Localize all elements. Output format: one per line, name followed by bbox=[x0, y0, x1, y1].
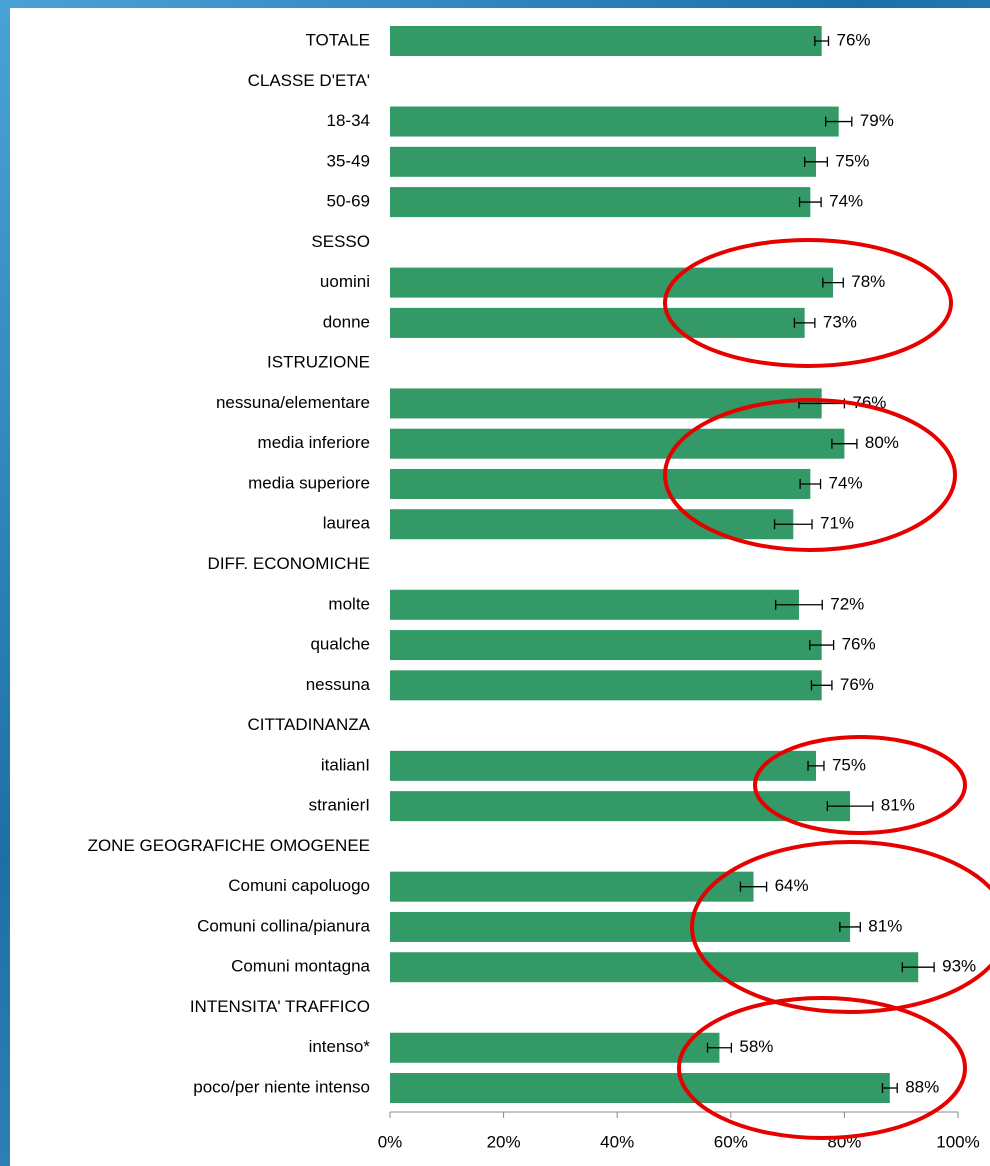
error-bar bbox=[831, 438, 858, 449]
error-bar bbox=[826, 801, 874, 812]
bar bbox=[390, 750, 816, 781]
value-label: 81% bbox=[881, 796, 915, 815]
bar bbox=[390, 146, 816, 177]
category-label: Comuni collina/pianura bbox=[197, 916, 370, 935]
category-label: uomini bbox=[320, 272, 370, 291]
highlight-ellipse bbox=[690, 840, 990, 1014]
category-label: 18-34 bbox=[327, 111, 370, 130]
error-bar bbox=[775, 599, 823, 610]
value-label: 75% bbox=[832, 755, 866, 774]
category-label: qualche bbox=[310, 635, 370, 654]
value-label: 64% bbox=[775, 876, 809, 895]
category-label: poco/per niente intenso bbox=[193, 1078, 370, 1097]
category-label: laurea bbox=[323, 514, 371, 533]
bar bbox=[390, 670, 822, 701]
category-label: ZONE GEOGRAFICHE OMOGENEE bbox=[88, 836, 370, 855]
category-label: 50-69 bbox=[327, 192, 370, 211]
bar bbox=[390, 428, 845, 459]
value-label: 78% bbox=[851, 272, 885, 291]
category-label: Comuni capoluogo bbox=[228, 876, 370, 895]
x-tick-label: 60% bbox=[714, 1132, 748, 1151]
category-label: SESSO bbox=[311, 232, 370, 251]
error-bar bbox=[881, 1083, 898, 1094]
category-label: media superiore bbox=[248, 473, 370, 492]
error-bar bbox=[810, 680, 833, 691]
value-label: 74% bbox=[829, 473, 863, 492]
category-label: CLASSE D'ETA' bbox=[248, 71, 370, 90]
bar bbox=[390, 468, 811, 499]
error-bar bbox=[799, 478, 822, 489]
value-label: 58% bbox=[739, 1037, 773, 1056]
bar bbox=[390, 26, 822, 56]
category-label: donne bbox=[323, 312, 370, 331]
category-label: DIFF. ECONOMICHE bbox=[208, 554, 370, 573]
plot-background bbox=[10, 8, 990, 1166]
value-label: 88% bbox=[905, 1078, 939, 1097]
bar bbox=[390, 952, 919, 983]
category-label: CITTADINANZA bbox=[248, 715, 371, 734]
error-bar bbox=[773, 519, 813, 530]
highlight-ellipse bbox=[663, 398, 957, 552]
category-label: TOTALE bbox=[305, 30, 370, 49]
bar bbox=[390, 106, 839, 137]
error-bar bbox=[803, 156, 829, 167]
error-bar bbox=[798, 197, 822, 208]
category-label: molte bbox=[328, 594, 370, 613]
bar bbox=[390, 911, 851, 942]
error-bar bbox=[706, 1042, 733, 1053]
bar bbox=[390, 1032, 720, 1063]
value-label: 76% bbox=[836, 30, 870, 49]
bars: 0% 20% 40% 60% 80% 100% TOTALE 76% CLASSE D'ETA'… bbox=[88, 26, 980, 1151]
category-label: Comuni montagna bbox=[231, 957, 370, 976]
category-label: 35-49 bbox=[327, 151, 370, 170]
bar bbox=[390, 307, 805, 338]
category-label: nessuna/elementare bbox=[216, 393, 370, 412]
bar bbox=[390, 630, 822, 661]
value-label: 73% bbox=[823, 312, 857, 331]
highlight-ellipse bbox=[663, 238, 953, 368]
value-label: 80% bbox=[865, 433, 899, 452]
value-label: 93% bbox=[942, 957, 976, 976]
x-tick-label: 20% bbox=[487, 1132, 521, 1151]
value-label: 74% bbox=[829, 192, 863, 211]
error-bar bbox=[822, 277, 844, 288]
bar bbox=[390, 509, 794, 540]
value-label: 71% bbox=[820, 514, 854, 533]
bar bbox=[390, 871, 754, 902]
bar bbox=[390, 791, 851, 822]
category-label: intenso* bbox=[309, 1037, 371, 1056]
value-label: 76% bbox=[842, 635, 876, 654]
bar bbox=[390, 589, 799, 620]
error-bar bbox=[807, 760, 825, 771]
highlight-ellipse bbox=[677, 996, 967, 1140]
x-tick-label: 100% bbox=[936, 1132, 979, 1151]
error-bar bbox=[809, 640, 835, 651]
x-tick-label: 40% bbox=[600, 1132, 634, 1151]
highlight-ellipse bbox=[753, 735, 967, 835]
x-tick-label: 0% bbox=[378, 1132, 403, 1151]
bar bbox=[390, 267, 834, 298]
category-label: media inferiore bbox=[258, 433, 370, 452]
error-bar bbox=[814, 36, 830, 46]
bar bbox=[390, 187, 811, 218]
error-bar bbox=[901, 962, 935, 973]
category-label: nessuna bbox=[306, 675, 371, 694]
category-label: INTENSITA' TRAFFICO bbox=[190, 997, 370, 1016]
category-label: italianI bbox=[321, 755, 370, 774]
error-bar bbox=[793, 317, 816, 328]
value-label: 75% bbox=[835, 151, 869, 170]
category-label: stranierI bbox=[309, 796, 370, 815]
value-label: 72% bbox=[830, 594, 864, 613]
bar bbox=[390, 1073, 890, 1104]
value-label: 79% bbox=[860, 111, 894, 130]
value-label: 81% bbox=[868, 916, 902, 935]
error-bar bbox=[839, 921, 861, 932]
bar bbox=[390, 388, 822, 419]
annotations bbox=[663, 238, 990, 1140]
error-bar bbox=[825, 116, 853, 127]
value-label: 76% bbox=[840, 675, 874, 694]
category-label: ISTRUZIONE bbox=[267, 353, 370, 372]
error-bar bbox=[739, 881, 768, 892]
